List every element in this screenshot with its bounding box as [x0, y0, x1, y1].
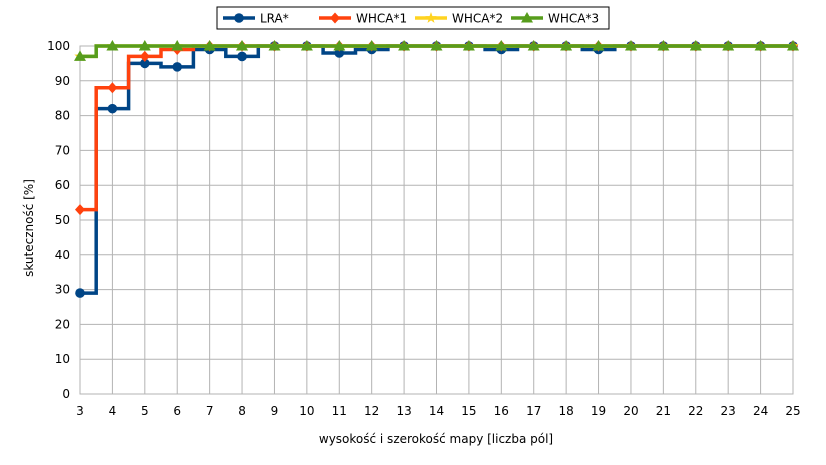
data-point	[462, 40, 475, 51]
legend-marker	[330, 12, 340, 24]
data-point	[172, 62, 183, 72]
y-tick-label: 30	[55, 283, 70, 297]
data-point	[333, 40, 346, 51]
y-tick-label: 0	[62, 387, 70, 401]
x-tick-label: 11	[332, 404, 347, 418]
legend-label: WHCA*2	[452, 12, 503, 26]
x-tick-label: 21	[656, 404, 671, 418]
data-point	[75, 288, 85, 298]
x-tick-label: 16	[494, 404, 509, 418]
data-point	[107, 82, 118, 94]
data-point	[107, 103, 118, 114]
legend-item: WHCA*2	[415, 12, 503, 26]
data-point	[139, 50, 150, 62]
y-tick-label: 40	[55, 248, 70, 262]
y-tick-label: 80	[55, 109, 70, 123]
x-tick-label: 24	[753, 404, 768, 418]
data-point	[74, 50, 86, 61]
legend-marker	[521, 12, 533, 23]
data-point	[300, 40, 313, 51]
x-tick-label: 13	[396, 404, 411, 418]
series-whca-3	[74, 40, 799, 61]
data-point	[592, 40, 605, 51]
legend-marker	[234, 13, 244, 23]
data-point	[334, 48, 345, 58]
data-point	[625, 40, 637, 51]
x-tick-label: 19	[591, 404, 606, 418]
data-point	[560, 40, 573, 51]
y-tick-label: 50	[55, 213, 70, 227]
legend-item: WHCA*3	[511, 12, 599, 26]
x-tick-label: 22	[688, 404, 703, 418]
data-point	[754, 40, 767, 51]
y-tick-label: 90	[55, 74, 70, 88]
y-tick-label: 100	[47, 39, 70, 53]
x-tick-label: 14	[429, 404, 444, 418]
x-tick-label: 5	[141, 404, 149, 418]
data-point	[106, 40, 119, 51]
data-point	[138, 40, 151, 51]
tick-labels: 3 4 5 6 7 8 9 10 11 12 13 14 15 16 17 18 19 20 21 22 23 24 25 0…	[47, 39, 801, 418]
x-tick-label: 6	[173, 404, 181, 418]
data-point	[722, 40, 735, 51]
x-tick-label: 10	[299, 404, 314, 418]
data-point	[689, 40, 702, 51]
x-tick-label: 18	[558, 404, 573, 418]
grid	[79, 45, 794, 395]
y-tick-label: 70	[55, 143, 70, 157]
data-point	[171, 40, 184, 51]
y-axis-label: skuteczność [%]	[22, 179, 36, 277]
data-point	[268, 40, 281, 51]
x-axis-label: wysokość i szerokość mapy [liczba pól]	[319, 432, 553, 446]
legend: LRA* WHCA*1 WHCA*2 WHCA*3	[216, 6, 610, 30]
y-tick-label: 60	[55, 178, 70, 192]
data-point	[237, 51, 247, 62]
legend-label: WHCA*3	[548, 12, 599, 26]
data-point	[398, 40, 411, 51]
x-tick-label: 4	[109, 404, 117, 418]
y-tick-label: 10	[55, 352, 70, 366]
x-tick-label: 17	[526, 404, 541, 418]
legend-item: LRA*	[223, 12, 289, 26]
x-tick-label: 7	[206, 404, 214, 418]
legend-box	[216, 6, 610, 30]
data-point	[75, 204, 85, 216]
x-tick-label: 9	[271, 404, 279, 418]
x-tick-label: 8	[238, 404, 246, 418]
data-point	[657, 40, 670, 51]
legend-label: LRA*	[260, 12, 289, 26]
data-point	[140, 58, 150, 69]
y-tick-label: 20	[55, 317, 70, 331]
legend-marker	[425, 12, 437, 23]
data-point	[430, 40, 443, 51]
series-group	[74, 40, 799, 298]
x-tick-label: 25	[785, 404, 800, 418]
data-point	[787, 40, 799, 51]
x-tick-label: 20	[623, 404, 638, 418]
x-tick-label: 15	[461, 404, 476, 418]
data-point	[527, 40, 540, 51]
x-tick-label: 3	[76, 404, 84, 418]
series-line	[80, 44, 793, 59]
data-point	[365, 40, 378, 51]
data-point	[495, 40, 508, 51]
legend-label: WHCA*1	[356, 12, 407, 26]
x-tick-label: 12	[364, 404, 379, 418]
x-tick-label: 23	[721, 404, 736, 418]
data-point	[236, 40, 248, 51]
data-point	[203, 40, 216, 51]
legend-item: WHCA*1	[319, 12, 407, 26]
